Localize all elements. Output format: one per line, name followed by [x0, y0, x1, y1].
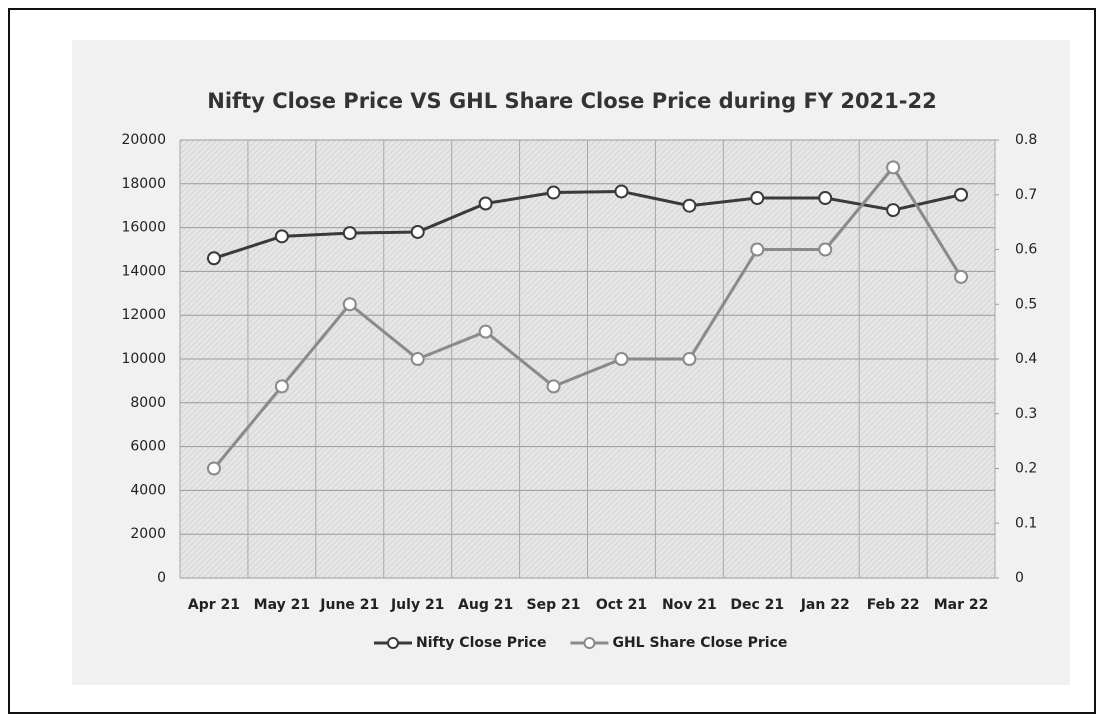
y2-tick-label: 0.7	[1015, 187, 1037, 203]
x-tick-label: Nov 21	[662, 597, 717, 613]
y-tick-label: 12000	[121, 307, 166, 323]
y-tick-label: 8000	[130, 395, 166, 411]
data-point	[682, 352, 697, 366]
x-tick-label: Feb 22	[867, 597, 920, 613]
data-point	[614, 352, 629, 366]
data-point	[954, 187, 969, 202]
data-point	[682, 198, 697, 213]
data-point	[886, 160, 901, 175]
y2-tick-label: 0.6	[1015, 242, 1037, 258]
series-line	[213, 189, 962, 260]
y-tick-label: 2000	[130, 526, 166, 542]
x-tick-label: Aug 21	[458, 597, 513, 613]
data-point	[206, 461, 221, 476]
data-point	[546, 379, 561, 394]
legend-marker	[387, 637, 399, 649]
y-tick-label: 4000	[130, 482, 166, 498]
data-point	[478, 196, 493, 211]
data-point	[342, 226, 357, 241]
x-tick-label: Jan 22	[800, 597, 850, 613]
x-tick-label: June 21	[319, 597, 379, 613]
x-tick-label: Oct 21	[596, 597, 647, 613]
data-point	[342, 297, 357, 312]
chart-title: Nifty Close Price VS GHL Share Close Pri…	[207, 89, 936, 113]
y-tick-label: 16000	[121, 220, 166, 236]
y2-tick-label: 0.8	[1015, 132, 1037, 148]
data-point	[274, 379, 289, 394]
data-point	[614, 184, 629, 199]
x-tick-label: May 21	[254, 597, 310, 613]
y-tick-label: 14000	[121, 263, 166, 279]
data-point	[750, 191, 765, 206]
y2-tick-label: 0	[1015, 570, 1024, 586]
y-tick-label: 18000	[121, 176, 166, 192]
data-point	[410, 224, 425, 239]
data-point	[818, 191, 833, 206]
legend-label: GHL Share Close Price	[612, 635, 787, 651]
data-point	[274, 229, 289, 244]
x-tick-label: Sep 21	[527, 597, 581, 613]
data-point	[750, 242, 765, 257]
y2-tick-label: 0.5	[1015, 296, 1037, 312]
x-tick-label: Apr 21	[188, 597, 240, 613]
y-tick-label: 10000	[121, 351, 166, 367]
data-point	[206, 251, 221, 266]
y-tick-label: 6000	[130, 439, 166, 455]
x-tick-label: Dec 21	[730, 597, 784, 613]
data-point	[954, 269, 969, 284]
y2-tick-label: 0.2	[1015, 461, 1037, 477]
series-line	[212, 164, 963, 470]
y2-tick-label: 0.3	[1015, 406, 1037, 422]
x-tick-label: July 21	[390, 597, 444, 613]
y-tick-label: 0	[157, 570, 166, 586]
data-point	[818, 242, 833, 257]
y-tick-label: 20000	[121, 132, 166, 148]
legend-marker	[583, 637, 596, 649]
data-point	[886, 203, 901, 218]
x-tick-label: Mar 22	[934, 597, 989, 613]
y2-tick-label: 0.4	[1015, 351, 1037, 367]
y2-tick-label: 0.1	[1015, 515, 1037, 531]
legend-label: Nifty Close Price	[416, 635, 546, 651]
data-point	[478, 324, 493, 339]
data-point	[546, 185, 561, 200]
data-point	[410, 352, 425, 366]
